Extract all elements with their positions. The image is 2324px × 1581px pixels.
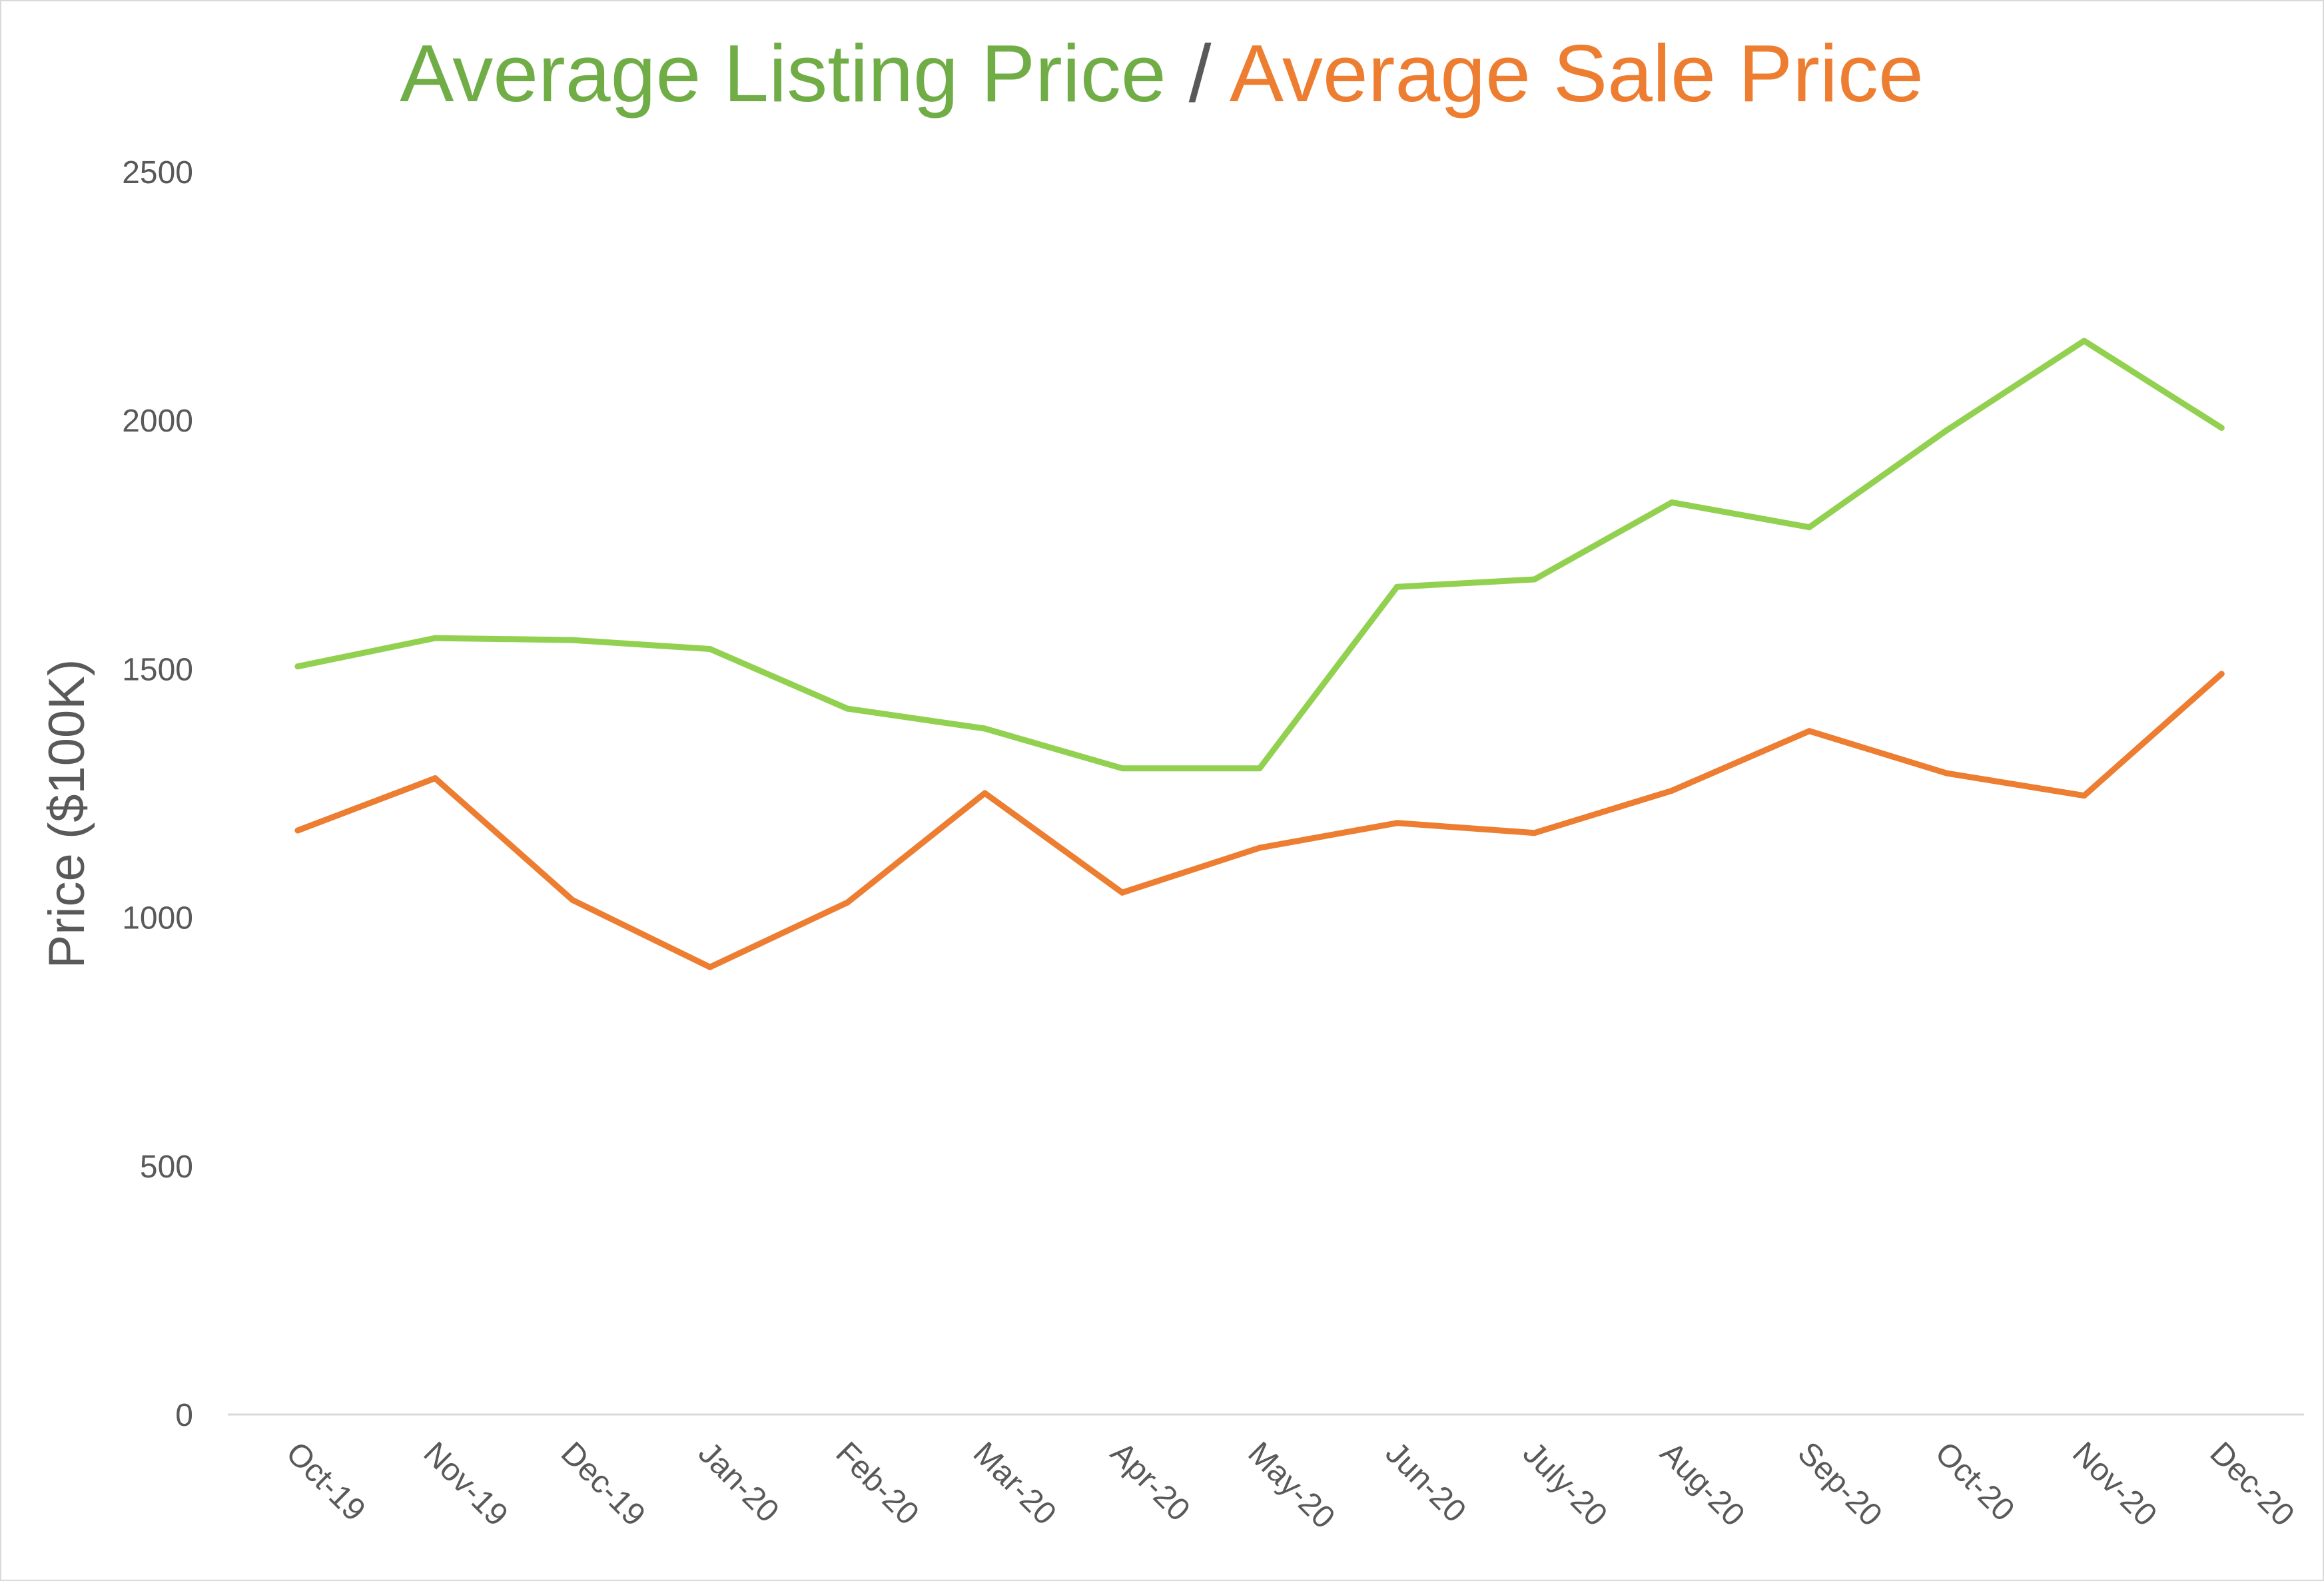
data-point-sale — [2081, 792, 2088, 799]
x-tick-label: Apr-20 — [1104, 1435, 1196, 1528]
series-layer — [294, 338, 2225, 970]
data-point-listing — [1393, 583, 1400, 590]
data-point-listing — [1256, 765, 1263, 772]
y-tick-label: 1500 — [122, 652, 193, 687]
data-point-listing — [707, 646, 713, 652]
data-point-sale — [1256, 844, 1263, 851]
data-point-sale — [1119, 889, 1126, 896]
chart-title: Average Listing Price / Average Sale Pri… — [400, 28, 1924, 119]
x-tick-label: Jan-20 — [691, 1435, 785, 1529]
y-axis-title: Price ($100K) — [39, 659, 95, 969]
chart-title-sale: Average Sale Price — [1230, 28, 1924, 119]
data-point-listing — [432, 635, 438, 641]
x-tick-label: July-20 — [1516, 1435, 1614, 1533]
data-point-listing — [2081, 338, 2088, 344]
x-tick-label: May-20 — [1241, 1435, 1342, 1536]
data-point-sale — [294, 827, 301, 834]
data-point-listing — [2218, 424, 2225, 431]
data-point-sale — [844, 899, 851, 906]
data-point-listing — [1944, 427, 1950, 434]
data-point-listing — [982, 725, 988, 732]
data-point-listing — [1669, 499, 1675, 505]
series-line-listing — [294, 338, 2225, 772]
data-point-listing — [844, 705, 851, 712]
data-point-sale — [2218, 671, 2225, 677]
chart-title-separator: / — [1166, 28, 1230, 119]
y-tick-label: 2000 — [122, 404, 193, 439]
data-point-sale — [1669, 787, 1675, 794]
x-tick-label: Aug-20 — [1653, 1435, 1751, 1533]
x-axis-ticks: Oct-19 Nov-19 Dec-19 Jan-20 Feb-20 Mar-20 Apr-… — [279, 1435, 2301, 1536]
series-line-sale — [294, 671, 2225, 970]
data-point-listing — [1806, 524, 1812, 531]
y-tick-label: 500 — [140, 1149, 193, 1185]
x-tick-label: Nov-20 — [2066, 1435, 2163, 1533]
data-point-listing — [1531, 576, 1538, 583]
data-point-listing — [294, 663, 301, 670]
x-tick-label: Oct-20 — [1928, 1435, 2021, 1528]
data-point-sale — [570, 897, 576, 903]
data-point-sale — [982, 790, 988, 796]
data-point-sale — [1806, 728, 1812, 735]
x-tick-label: Jun-20 — [1379, 1435, 1473, 1529]
y-tick-label: 2500 — [122, 155, 193, 190]
data-point-sale — [707, 964, 713, 970]
y-axis-ticks: 0 500 1000 1500 2000 2500 — [122, 155, 193, 1433]
x-tick-label: Dec-20 — [2203, 1435, 2301, 1533]
data-point-sale — [432, 775, 438, 782]
chart-title-listing: Average Listing Price — [400, 28, 1166, 119]
x-tick-label: Sep-20 — [1791, 1435, 1889, 1533]
data-point-sale — [1944, 770, 1950, 777]
data-point-sale — [1531, 830, 1538, 836]
x-tick-label: Dec-19 — [554, 1435, 652, 1533]
data-point-listing — [570, 637, 576, 643]
x-tick-label: Mar-20 — [967, 1435, 1063, 1532]
data-point-listing — [1119, 765, 1126, 772]
y-tick-label: 1000 — [122, 901, 193, 936]
x-tick-label: Feb-20 — [829, 1435, 925, 1532]
x-tick-label: Oct-19 — [279, 1435, 372, 1528]
data-point-sale — [1393, 820, 1400, 826]
y-tick-label: 0 — [175, 1398, 193, 1433]
x-tick-label: Nov-19 — [417, 1435, 515, 1533]
